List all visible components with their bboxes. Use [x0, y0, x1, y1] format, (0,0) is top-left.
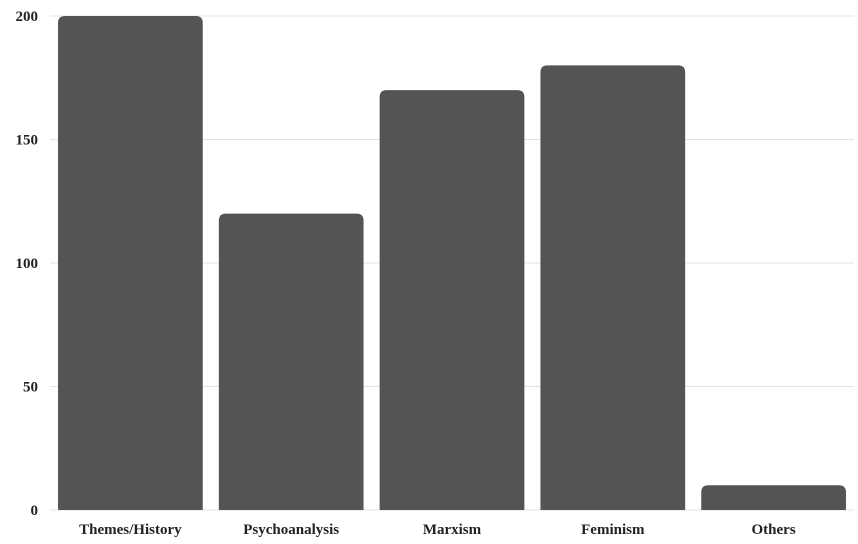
bar-feminism: [540, 65, 686, 511]
x-tick-label: Psychoanalysis: [243, 522, 339, 538]
y-tick-label: 0: [31, 503, 39, 519]
bar-marxism: [379, 90, 525, 510]
x-axis: Themes/History Psychoanalysis Marxism Femin…: [79, 522, 796, 538]
y-tick-label: 150: [16, 133, 39, 149]
y-tick-label: 200: [16, 9, 39, 25]
y-axis: 0 50 100 150 200: [16, 9, 39, 519]
x-tick-label: Others: [752, 522, 796, 538]
bar-psychoanalysis: [218, 213, 364, 510]
x-tick-label: Feminism: [581, 522, 645, 538]
x-tick-label: Marxism: [423, 522, 482, 538]
bars: [58, 16, 846, 511]
y-tick-label: 100: [16, 256, 39, 272]
bar-themes-history: [58, 16, 203, 510]
bar-others: [701, 485, 846, 510]
x-tick-label: Themes/History: [79, 522, 182, 538]
y-tick-label: 50: [23, 380, 38, 396]
